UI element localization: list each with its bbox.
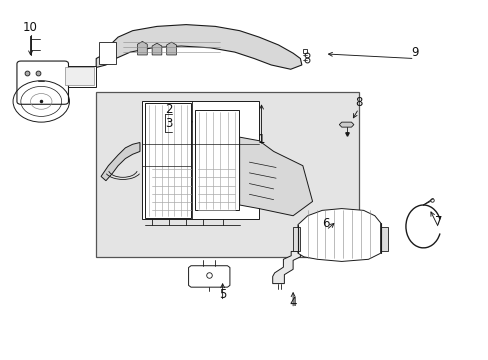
Polygon shape: [62, 66, 96, 87]
Text: 10: 10: [23, 21, 38, 33]
Bar: [144, 103, 191, 217]
Text: 4: 4: [289, 296, 296, 309]
Bar: [96, 93, 358, 257]
Text: 9: 9: [410, 46, 418, 59]
Polygon shape: [297, 208, 380, 261]
Text: 5: 5: [219, 288, 226, 301]
Polygon shape: [142, 102, 259, 219]
Text: 3: 3: [165, 117, 172, 130]
Polygon shape: [188, 266, 229, 287]
Polygon shape: [239, 137, 312, 216]
Bar: [380, 227, 387, 251]
Text: 2: 2: [165, 103, 173, 116]
Text: 1: 1: [257, 133, 264, 146]
Polygon shape: [96, 24, 301, 69]
Text: 8: 8: [354, 95, 362, 109]
Text: 7: 7: [434, 215, 442, 228]
Polygon shape: [152, 43, 162, 55]
Bar: [195, 111, 238, 210]
FancyBboxPatch shape: [17, 61, 68, 104]
Polygon shape: [137, 41, 147, 55]
Text: 6: 6: [322, 217, 329, 230]
Bar: [64, 67, 94, 85]
Polygon shape: [272, 251, 300, 284]
Bar: [292, 227, 300, 251]
Bar: [99, 42, 116, 64]
Polygon shape: [166, 42, 176, 55]
Polygon shape: [339, 122, 353, 127]
Polygon shape: [101, 143, 140, 181]
